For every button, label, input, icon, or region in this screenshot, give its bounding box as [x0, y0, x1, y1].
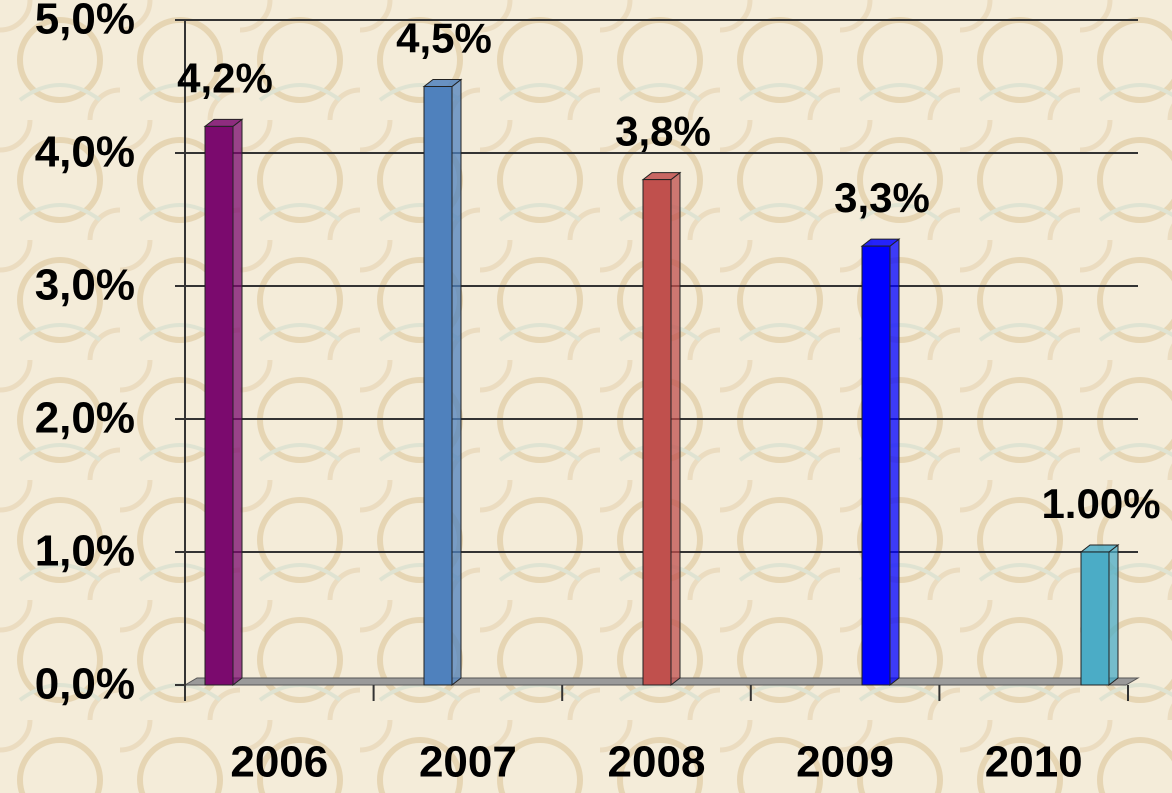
y-tick-label: 0,0%: [35, 660, 135, 709]
y-tick-label: 1,0%: [35, 527, 135, 576]
bar-side: [232, 118, 243, 687]
value-label: 4,2%: [177, 54, 273, 101]
bar: [1080, 551, 1110, 686]
bar: [861, 245, 891, 686]
y-tick-label: 5,0%: [35, 0, 135, 44]
x-tick-label: 2008: [608, 738, 706, 787]
x-tick-label: 2009: [796, 738, 894, 787]
value-label: 3,8%: [615, 108, 711, 155]
value-label: 3,3%: [834, 174, 930, 221]
x-tick-label: 2006: [230, 738, 328, 787]
x-tick-label: 2007: [419, 738, 517, 787]
bar-side: [451, 78, 462, 687]
bar-side: [670, 171, 681, 687]
bar: [204, 125, 234, 686]
bar-side: [889, 238, 900, 687]
x-tick-label: 2010: [985, 738, 1083, 787]
y-tick-label: 3,0%: [35, 261, 135, 310]
y-tick-label: 2,0%: [35, 394, 135, 443]
plot: 0,0% 1,0% 2,0% 3,0% 4,0% 5,0% 2006 4,2% 2007 4,5%…: [35, 0, 1161, 787]
bar-side: [1108, 543, 1119, 687]
bar: [642, 179, 672, 686]
value-label: 4,5%: [396, 15, 492, 62]
y-tick-label: 4,0%: [35, 128, 135, 177]
value-label: 1.00%: [1041, 480, 1160, 527]
bar: [423, 86, 453, 686]
